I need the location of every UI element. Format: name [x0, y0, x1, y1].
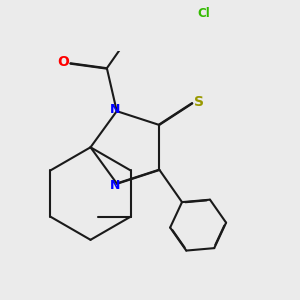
- Text: N: N: [110, 178, 120, 192]
- Text: O: O: [57, 55, 69, 69]
- Text: Cl: Cl: [198, 7, 211, 20]
- Text: N: N: [110, 103, 120, 116]
- Text: S: S: [194, 95, 204, 109]
